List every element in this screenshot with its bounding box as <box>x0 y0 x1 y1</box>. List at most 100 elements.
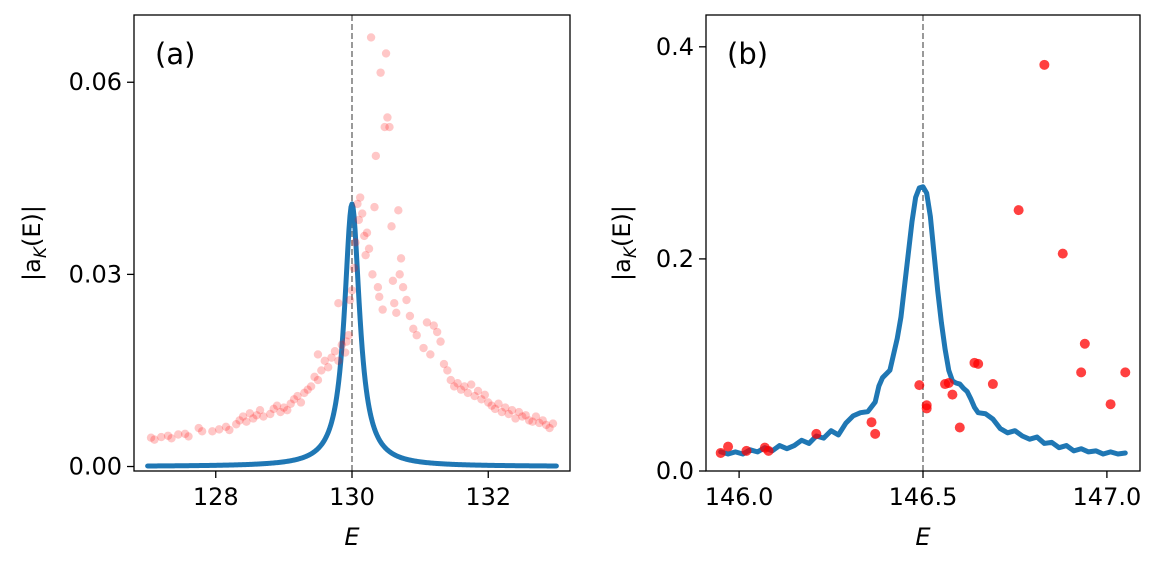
panel-b: 146.0 146.5 147.0 0.0 0.2 0.4 (b) E |aK(E)| <box>608 14 1142 551</box>
panel-a-point <box>376 68 385 77</box>
panel-a-point <box>385 122 394 132</box>
panel-a-point <box>514 407 524 417</box>
panel-a-point <box>387 222 396 231</box>
panel-a-point <box>436 337 445 346</box>
panel-a-point <box>197 427 207 436</box>
panel-a-curve <box>145 201 559 469</box>
panel-a-point <box>249 414 258 423</box>
panel-a-ylabel: |aK(E)| <box>18 205 51 281</box>
panel-b-marks <box>715 15 1131 471</box>
panel-a-point <box>467 380 476 389</box>
panel-a-point <box>381 49 391 58</box>
panel-a-xtick-label: 130 <box>329 483 375 511</box>
panel-a-point <box>310 372 319 382</box>
panel-a-point <box>521 411 530 420</box>
panel-b-label: (b) <box>727 37 768 71</box>
panel-a-point <box>366 33 376 42</box>
panel-a-point <box>354 215 364 225</box>
panel-a-point <box>306 382 316 391</box>
panel-a-point <box>446 375 455 385</box>
panel-a-point <box>460 382 469 391</box>
panel-b-point <box>741 445 752 456</box>
panel-a-point <box>194 423 203 433</box>
panel-b-xlabel: E <box>915 523 931 551</box>
panel-b-point <box>1076 367 1087 378</box>
panel-a-point <box>518 412 527 421</box>
panel-a-point <box>463 388 473 398</box>
panel-a-point <box>390 299 399 308</box>
panel-b-point <box>866 417 877 428</box>
panel-a-xtick-label: 128 <box>193 483 239 511</box>
panel-b-ylabel-tail: (E)| <box>608 205 636 247</box>
panel-b-xtick-label: 146.0 <box>705 483 774 511</box>
panel-a-point <box>480 390 490 399</box>
panel-a-ylabel-tail: (E)| <box>18 205 46 247</box>
panel-b-ytick-label: 0.0 <box>656 457 694 485</box>
panel-a-point <box>545 423 554 433</box>
panel-a-point <box>362 228 372 237</box>
panel-a-point <box>432 327 442 337</box>
panel-a-point <box>150 435 159 444</box>
panel-a-point <box>477 395 486 404</box>
panel-a-point <box>355 193 365 202</box>
panel-a-point <box>419 343 428 353</box>
panel-a-point <box>157 432 166 442</box>
panel-b-point <box>723 441 734 452</box>
panel-b-point <box>1057 248 1068 259</box>
panel-a-point <box>364 244 374 253</box>
panel-a-point <box>395 270 404 279</box>
panel-a-point <box>221 422 231 432</box>
panel-a-point <box>167 434 176 443</box>
panel-a-point <box>453 379 462 388</box>
panel-a-point <box>255 405 265 415</box>
panel-a-point <box>174 430 183 439</box>
panel-a-point <box>293 391 302 401</box>
panel-b-point <box>870 428 881 439</box>
panel-a-point <box>353 199 362 209</box>
panel-a-point <box>456 385 466 394</box>
panel-b-ylabel: |aK(E)| <box>608 205 641 281</box>
panel-a-point <box>490 404 500 414</box>
panel-a-point <box>340 348 350 357</box>
panel-a-point <box>375 292 384 301</box>
panel-a-point <box>548 419 558 428</box>
panel-a-point <box>370 202 379 212</box>
panel-a-point <box>449 382 459 391</box>
panel-a-point <box>184 432 193 441</box>
panel-a-point <box>334 356 343 366</box>
panel-a-point <box>535 418 544 428</box>
panel-b-point <box>811 428 822 439</box>
panel-a-point <box>388 276 398 285</box>
panel-a-point <box>501 403 510 412</box>
panel-a-point <box>524 416 534 425</box>
panel-a-point <box>426 350 435 359</box>
panel-b-ylabel-sub: K <box>621 245 641 258</box>
panel-b-ytick-label: 0.2 <box>656 245 694 273</box>
panel-a-point <box>351 238 360 247</box>
panel-b-point <box>987 379 998 390</box>
panel-a-marks <box>145 15 559 471</box>
panel-a-point <box>289 395 299 404</box>
panel-a-xlabel: E <box>344 523 360 551</box>
panel-a-point <box>327 353 336 362</box>
panel-b-point <box>763 445 774 456</box>
panel-b-point <box>1013 205 1024 216</box>
panel-a-ytick-label: 0.03 <box>69 260 122 288</box>
panel-a-point <box>398 282 408 292</box>
panel-a-point <box>259 412 268 421</box>
panel-a-point <box>392 308 401 318</box>
panel-a-point <box>383 113 392 122</box>
panel-a-point <box>497 407 507 417</box>
panel-a-point <box>531 412 541 421</box>
panel-a-point <box>487 401 496 410</box>
panel-b-xtick-label: 147.0 <box>1073 483 1142 511</box>
panel-a-point <box>507 405 517 415</box>
panel-a-point <box>313 375 323 385</box>
panel-b-point <box>947 389 958 400</box>
panel-a-label: (a) <box>155 37 195 71</box>
panel-a-point <box>163 431 173 440</box>
panel-b-point <box>921 403 932 414</box>
panel-b-point <box>1039 59 1050 70</box>
panel-a-point <box>511 414 520 423</box>
